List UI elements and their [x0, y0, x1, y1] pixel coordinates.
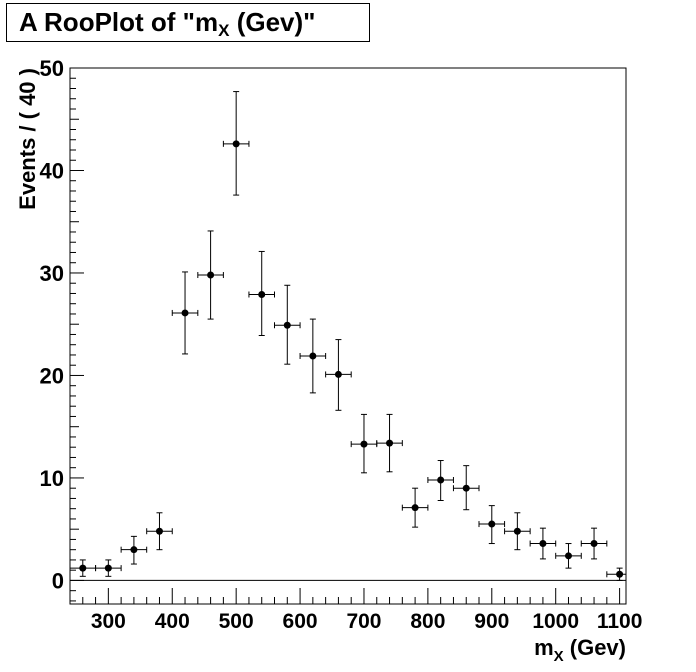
- data-marker: [155, 527, 163, 535]
- x-axis-label-sub: X: [554, 648, 564, 665]
- data-marker: [334, 370, 342, 378]
- plot-frame: [69, 67, 627, 605]
- data-point: [376, 413, 403, 473]
- data-marker: [232, 140, 240, 148]
- data-marker: [386, 439, 394, 447]
- data-marker: [616, 570, 624, 578]
- data-marker: [360, 440, 368, 448]
- data-marker: [79, 564, 87, 572]
- x-axis-label: mX (Gev): [534, 635, 626, 665]
- data-series: [69, 91, 626, 581]
- data-marker: [207, 271, 215, 279]
- x-tick-label: 300: [91, 610, 126, 633]
- y-tick-label: 50: [40, 56, 64, 81]
- data-marker: [564, 552, 572, 560]
- x-tick-label: 700: [346, 610, 381, 633]
- chart-title-suffix: (Gev)": [229, 7, 316, 37]
- y-tick-label: 20: [40, 363, 64, 388]
- data-point: [69, 559, 97, 577]
- y-tick-label: 0: [52, 568, 64, 593]
- data-point: [299, 318, 327, 394]
- x-tick-label: 900: [474, 610, 509, 633]
- data-marker: [258, 290, 266, 298]
- data-point: [197, 230, 224, 320]
- chart-title-sub: X: [218, 21, 230, 40]
- data-point: [171, 271, 199, 355]
- y-tick-label: 40: [40, 158, 64, 183]
- data-marker: [130, 546, 138, 554]
- x-axis-label-suffix: (Gev): [564, 635, 626, 660]
- data-marker: [513, 527, 521, 535]
- data-point: [146, 512, 173, 551]
- data-point: [529, 527, 557, 560]
- data-point: [325, 339, 352, 411]
- x-axis-label-main: m: [534, 635, 554, 660]
- x-tick-label: 600: [283, 610, 318, 633]
- y-axis: 0 10 20 30 40 50: [40, 56, 84, 602]
- data-marker: [411, 504, 419, 512]
- data-marker: [539, 540, 547, 548]
- data-point: [580, 527, 608, 560]
- chart-title: A RooPlot of "mX (Gev)": [6, 3, 370, 42]
- data-marker: [309, 352, 317, 360]
- data-marker: [590, 540, 598, 548]
- data-point: [555, 543, 582, 569]
- data-marker: [181, 309, 189, 317]
- chart-title-prefix: A RooPlot of "m: [19, 7, 219, 37]
- y-tick-label: 30: [40, 261, 64, 286]
- x-tick-label: 500: [219, 610, 254, 633]
- x-axis: 300 400 500 600 700 800 900 1000 1100: [69, 588, 643, 633]
- y-axis-label: Events / ( 40 ): [15, 68, 40, 210]
- data-marker: [488, 520, 496, 528]
- data-marker: [283, 321, 291, 329]
- data-point: [478, 505, 506, 545]
- data-point: [401, 487, 429, 528]
- data-point: [222, 91, 250, 196]
- data-point: [606, 567, 626, 581]
- data-point: [427, 460, 454, 501]
- x-tick-label: 1000: [532, 610, 579, 633]
- data-point: [120, 535, 148, 565]
- data-point: [274, 284, 301, 365]
- data-point: [95, 559, 122, 577]
- data-point: [504, 512, 531, 551]
- data-point: [452, 465, 480, 511]
- x-tick-label: 800: [410, 610, 445, 633]
- data-point: [350, 413, 378, 474]
- data-marker: [104, 564, 112, 572]
- data-marker: [437, 476, 445, 484]
- data-point: [248, 250, 276, 336]
- x-tick-label: 1100: [597, 610, 643, 633]
- data-marker: [462, 484, 470, 492]
- y-tick-label: 10: [40, 466, 64, 491]
- x-tick-label: 400: [155, 610, 190, 633]
